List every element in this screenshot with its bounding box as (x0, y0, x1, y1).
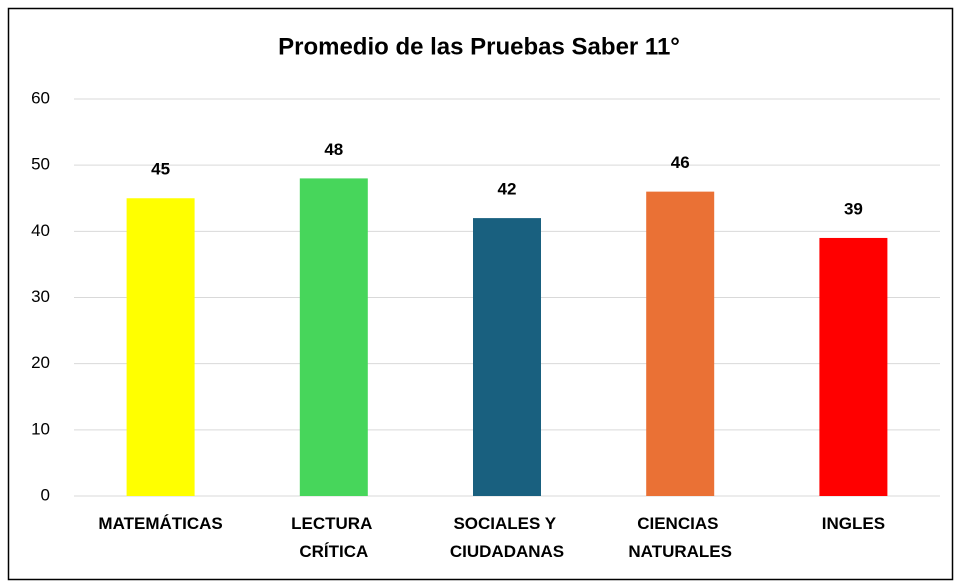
bar (819, 237, 888, 496)
data-label: 46 (671, 153, 690, 172)
data-label: 42 (498, 180, 517, 199)
y-tick-label: 30 (31, 287, 50, 306)
x-tick-label: SOCIALES Y CIUDADANAS (450, 514, 564, 561)
chart-title: Promedio de las Pruebas Saber 11° (278, 33, 680, 60)
y-tick-label: 60 (31, 88, 50, 107)
y-tick-label: 10 (31, 419, 50, 438)
y-tick-label: 0 (41, 485, 50, 504)
x-tick-label: CIENCIAS NATURALES (628, 514, 732, 561)
x-tick-label: MATEMÁTICAS (98, 514, 222, 533)
bar (299, 178, 368, 496)
data-label: 45 (151, 160, 170, 179)
bar (646, 191, 715, 496)
y-tick-label: 20 (31, 353, 50, 372)
y-tick-label: 40 (31, 221, 50, 240)
bar (473, 218, 541, 496)
data-label: 48 (324, 140, 343, 159)
data-label: 39 (844, 199, 863, 218)
x-tick-label: LECTURA CRÍTICA (291, 514, 376, 561)
x-tick-label: INGLES (822, 514, 885, 533)
y-tick-label: 50 (31, 155, 50, 174)
bar (126, 198, 195, 496)
